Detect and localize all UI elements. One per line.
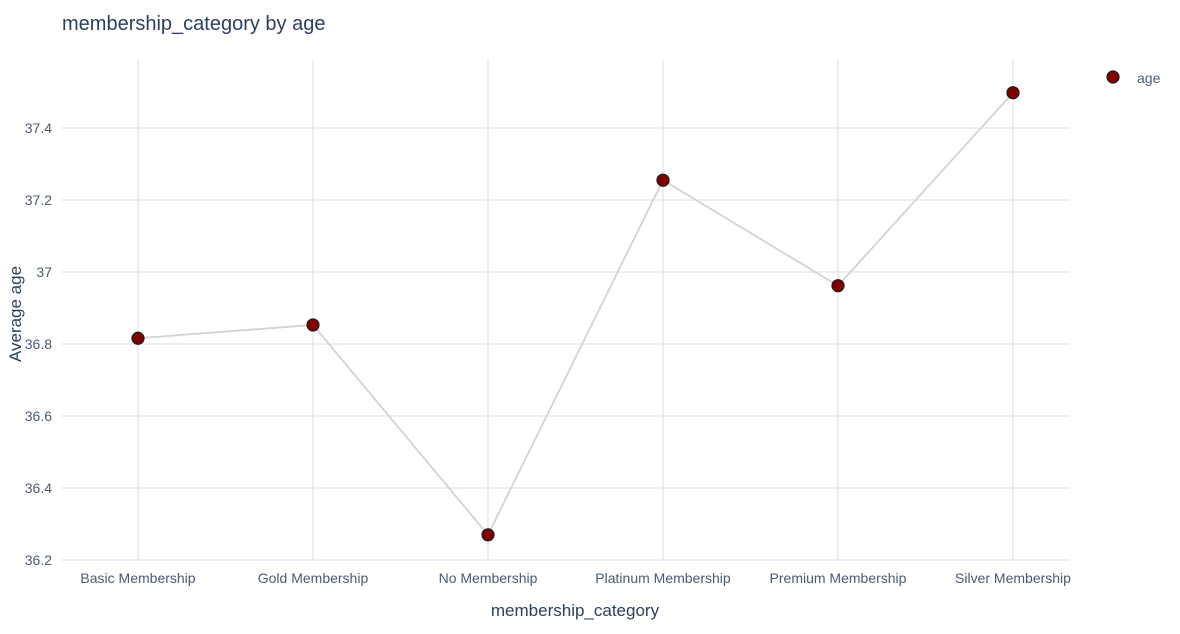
legend[interactable]: age [1106, 70, 1161, 86]
y-axis-ticks: 36.2 36.4 36.6 36.8 37 37.2 37.4 [25, 120, 52, 568]
x-tick-label: Platinum Membership [595, 570, 731, 586]
y-tick-label: 37.4 [25, 120, 52, 136]
y-tick-label: 36.4 [25, 480, 52, 496]
y-tick-label: 36.2 [25, 552, 52, 568]
y-tick-label: 36.8 [25, 336, 52, 352]
x-tick-label: No Membership [439, 570, 538, 586]
x-tick-label: Premium Membership [770, 570, 907, 586]
y-tick-label: 37 [36, 264, 52, 280]
legend-marker [1106, 70, 1120, 84]
x-tick-label: Gold Membership [258, 570, 369, 586]
series-line [137, 92, 1014, 537]
chart-title: membership_category by age [62, 13, 325, 35]
y-tick-label: 37.2 [25, 192, 52, 208]
x-axis-ticks: Basic Membership Gold Membership No Member… [80, 570, 1071, 586]
legend-label: age [1137, 70, 1161, 86]
x-tick-label: Basic Membership [80, 570, 195, 586]
data-point[interactable] [656, 173, 670, 187]
data-point[interactable] [831, 279, 845, 293]
grid [62, 60, 1070, 561]
x-axis-title: membership_category [491, 601, 660, 620]
x-tick-label: Silver Membership [955, 570, 1071, 586]
data-point[interactable] [1006, 86, 1020, 100]
data-point[interactable] [131, 331, 145, 345]
series-line-layer [137, 92, 1014, 537]
data-point[interactable] [481, 528, 495, 542]
data-point[interactable] [306, 318, 320, 332]
y-axis-title: Average age [6, 266, 25, 362]
marker-layer [131, 86, 1020, 542]
y-tick-label: 36.6 [25, 408, 52, 424]
